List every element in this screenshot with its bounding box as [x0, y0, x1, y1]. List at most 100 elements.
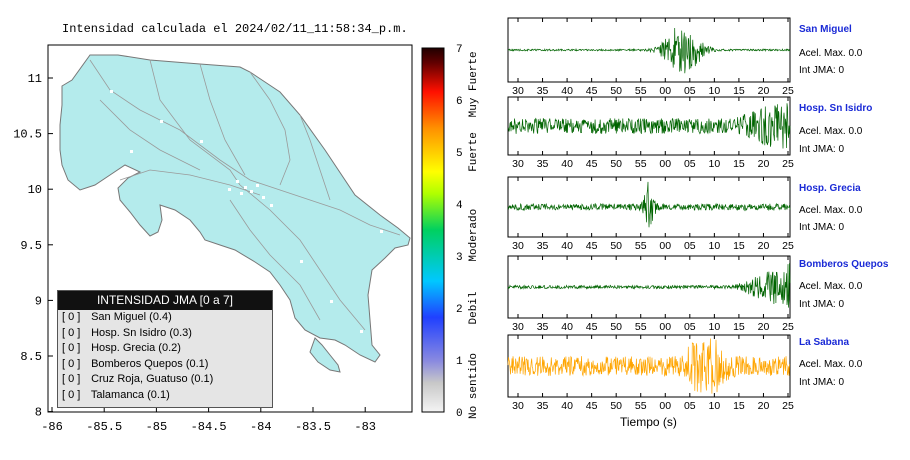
legend-row: [ 0 ] Bomberos Quepos (0.1)	[58, 357, 272, 373]
map-y-tick-label: 9	[35, 294, 42, 308]
colorbar-class-label: Moderado	[468, 209, 480, 262]
station-name: Bomberos Quepos	[799, 259, 889, 270]
waveform-tick-label: 00	[659, 158, 671, 170]
waveform-panel: 30 35 40 45 50 55 00 05 10 15 20 25	[507, 255, 794, 333]
colorbar-tick-label: 4	[456, 200, 463, 212]
waveform-tick-label: 20	[758, 240, 770, 252]
waveform-panel: 30 35 40 45 50 55 00 05 10 15 20 25	[507, 17, 794, 97]
waveform-tick-label: 05	[684, 85, 696, 97]
waveform-tick-label: 50	[610, 85, 622, 97]
waveform-tick-label: 30	[512, 400, 524, 412]
waveform-tick-label: 25	[782, 240, 794, 252]
station-acel: Acel. Max. 0.0	[799, 205, 863, 216]
waveform-tick-label: 05	[684, 240, 696, 252]
waveform-tick-label: 40	[561, 400, 573, 412]
colorbar-tick-label: 0	[456, 408, 463, 420]
station-acel: Acel. Max. 0.0	[799, 126, 863, 137]
waveform-tick-label: 45	[586, 400, 598, 412]
waveform-tick-label: 40	[561, 321, 573, 333]
station-acel: Acel. Max. 0.0	[799, 359, 863, 370]
colorbar-tick-label: 2	[456, 304, 463, 316]
waveform-tick-label: 55	[635, 85, 647, 97]
map-y-axis: 11 10.5 10 9.5 9 8.5 8	[13, 72, 53, 420]
station-int: Int JMA: 0	[799, 65, 845, 76]
station-name: Hosp. Sn Isidro	[799, 103, 873, 114]
waveform-tick-label: 10	[709, 400, 721, 412]
station-int: Int JMA: 0	[799, 299, 845, 310]
city-markers	[110, 90, 383, 333]
legend-row: [ 0 ] Hosp. Grecia (0.2)	[58, 341, 272, 357]
legend-row: [ 0 ] San Miguel (0.4)	[58, 310, 272, 326]
waveform-tick-label: 00	[659, 85, 671, 97]
map-x-tick-label: -84	[250, 420, 272, 434]
legend-row-index: [ 0 ]	[62, 342, 81, 354]
osa-peninsula	[309, 337, 341, 373]
waveform-tick-label: 55	[635, 158, 647, 170]
station-int: Int JMA: 0	[799, 377, 845, 388]
legend-row-label: Talamanca (0.1)	[90, 388, 170, 401]
map-x-tick-label: -84.5	[191, 420, 227, 434]
waveform-tick-label: 25	[782, 158, 794, 170]
map-y-tick-label: 11	[28, 72, 42, 86]
waveform-tick-label: 15	[733, 85, 745, 97]
waveform-tick-label: 10	[709, 240, 721, 252]
legend-row: [ 0 ] Hosp. Sn Isidro (0.3)	[58, 326, 272, 342]
waveform-tick-label: 10	[709, 158, 721, 170]
waveform-tick-label: 35	[537, 158, 549, 170]
waveform-tick-label: 50	[610, 158, 622, 170]
waveform-tick-label: 25	[782, 85, 794, 97]
colorbar-ticks: 0 1 2 3 4 5 6 7	[456, 44, 463, 420]
map-y-tick-label: 8.5	[20, 350, 42, 364]
station-name: Hosp. Grecia	[799, 183, 861, 194]
waveform-tick-label: 00	[659, 400, 671, 412]
legend-row-index: [ 0 ]	[62, 357, 81, 370]
waveform-tick-label: 45	[586, 85, 598, 97]
waveform-panel: 30 35 40 45 50 55 00 05 10 15 20 25	[507, 96, 794, 170]
waveform-tick-label: 25	[782, 321, 794, 333]
waveform-tick-label: 55	[635, 321, 647, 333]
waveform-tick-label: 20	[758, 321, 770, 333]
waveform-tick-label: 05	[684, 400, 696, 412]
colorbar-class-label: Fuerte	[468, 132, 480, 172]
station-int: Int JMA: 0	[799, 222, 845, 233]
colorbar-tick-label: 5	[456, 148, 463, 160]
waveform-tick-label: 00	[659, 321, 671, 333]
station-acel: Acel. Max. 0.0	[799, 48, 863, 59]
colorbar	[421, 47, 445, 413]
waveform-tick-label: 15	[733, 158, 745, 170]
waveform-tick-label: 30	[512, 240, 524, 252]
legend-row-index: [ 0 ]	[62, 388, 81, 401]
waveform-tick-label: 40	[561, 158, 573, 170]
colorbar-labels: No sentido Debil Moderado Fuerte Muy Fuerte	[468, 51, 480, 419]
waveform-trace	[507, 181, 791, 228]
station-name: San Miguel	[799, 24, 852, 35]
waveform-tick-label: 20	[758, 400, 770, 412]
waveform-tick-label: 20	[758, 158, 770, 170]
map-x-tick-label: -83	[354, 420, 376, 434]
colorbar-tick-label: 1	[456, 356, 463, 368]
waveform-tick-label: 15	[733, 240, 745, 252]
x-axis-label: Tiempo (s)	[620, 415, 677, 429]
colorbar-tick-label: 6	[456, 96, 463, 108]
waveform-tick-label: 05	[684, 158, 696, 170]
station-int: Int JMA: 0	[799, 144, 845, 155]
waveform-tick-label: 30	[512, 158, 524, 170]
legend-row: [ 0 ] Cruz Roja, Guatuso (0.1)	[58, 372, 272, 388]
legend-row-index: [ 0 ]	[62, 311, 81, 323]
waveform-tick-label: 30	[512, 85, 524, 97]
waveform-tick-label: 35	[537, 240, 549, 252]
waveform-tick-label: 10	[709, 85, 721, 97]
legend-header: INTENSIDAD JMA [0 a 7]	[58, 291, 272, 310]
waveform-tick-label: 10	[709, 321, 721, 333]
map-title: Intensidad calculada el 2024/02/11_11:58…	[62, 22, 408, 36]
map-y-tick-label: 10.5	[13, 128, 42, 142]
waveform-tick-label: 50	[610, 240, 622, 252]
waveform-frame	[507, 255, 791, 319]
waveform-panel: 30 35 40 45 50 55 00 05 10 15 20 25	[507, 176, 794, 252]
legend-row-label: San Miguel (0.4)	[91, 311, 172, 323]
waveform-tick-label: 15	[733, 400, 745, 412]
waveform-tick-label: 45	[586, 158, 598, 170]
colorbar-class-label: No sentido	[468, 353, 480, 419]
waveform-tick-label: 35	[537, 85, 549, 97]
